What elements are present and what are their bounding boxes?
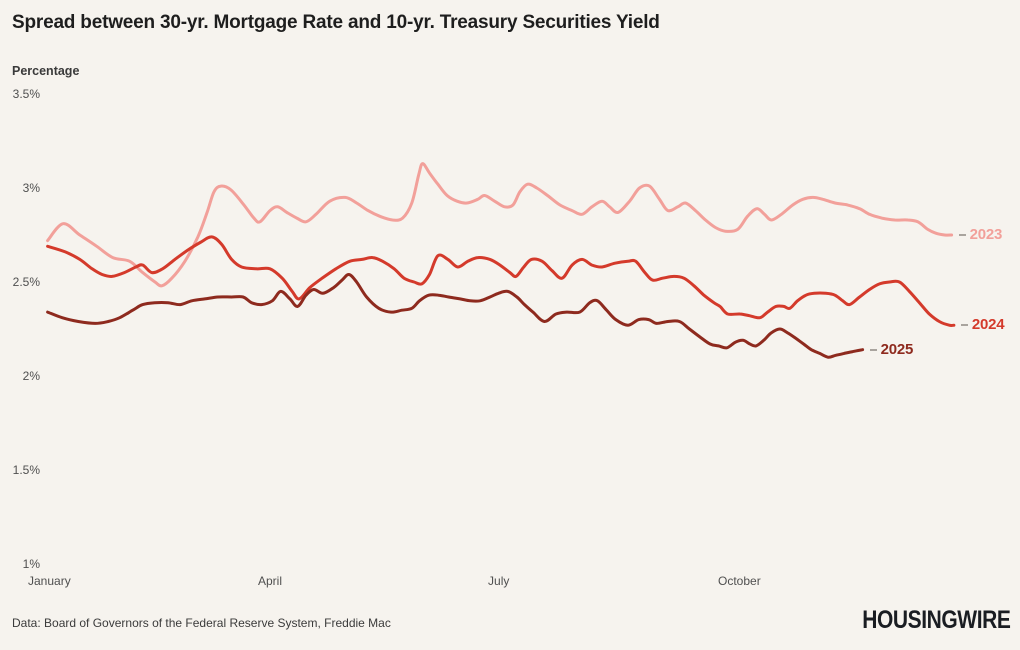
y-tick-2.5%: 2.5% [12, 275, 40, 289]
y-axis-title: Percentage [12, 64, 80, 78]
line-2023 [46, 162, 954, 288]
y-tick-3%: 3% [22, 181, 40, 195]
line-2025 [46, 273, 865, 359]
x-tick-january: January [28, 574, 71, 588]
y-tick-2%: 2% [22, 369, 40, 383]
data-source: Data: Board of Governors of the Federal … [12, 616, 391, 630]
series-label-dash-2024 [960, 324, 968, 327]
series-label-2024: 2024 [971, 316, 1005, 334]
y-tick-1.5%: 1.5% [12, 463, 40, 477]
chart-title: Spread between 30-yr. Mortgage Rate and … [12, 12, 660, 33]
y-tick-1%: 1% [22, 557, 40, 571]
y-tick-3.5%: 3.5% [12, 87, 40, 101]
series-label-2025: 2025 [880, 340, 914, 358]
series-label-dash-2025 [869, 348, 877, 351]
series-label-dash-2023 [958, 234, 966, 236]
line-2024 [46, 235, 956, 328]
housingwire-logo: HOUSINGWIRE [861, 606, 1011, 634]
x-tick-july: July [488, 574, 510, 588]
series-label-2023: 2023 [969, 226, 1003, 243]
x-tick-october: October [718, 574, 761, 588]
x-tick-april: April [258, 574, 283, 588]
